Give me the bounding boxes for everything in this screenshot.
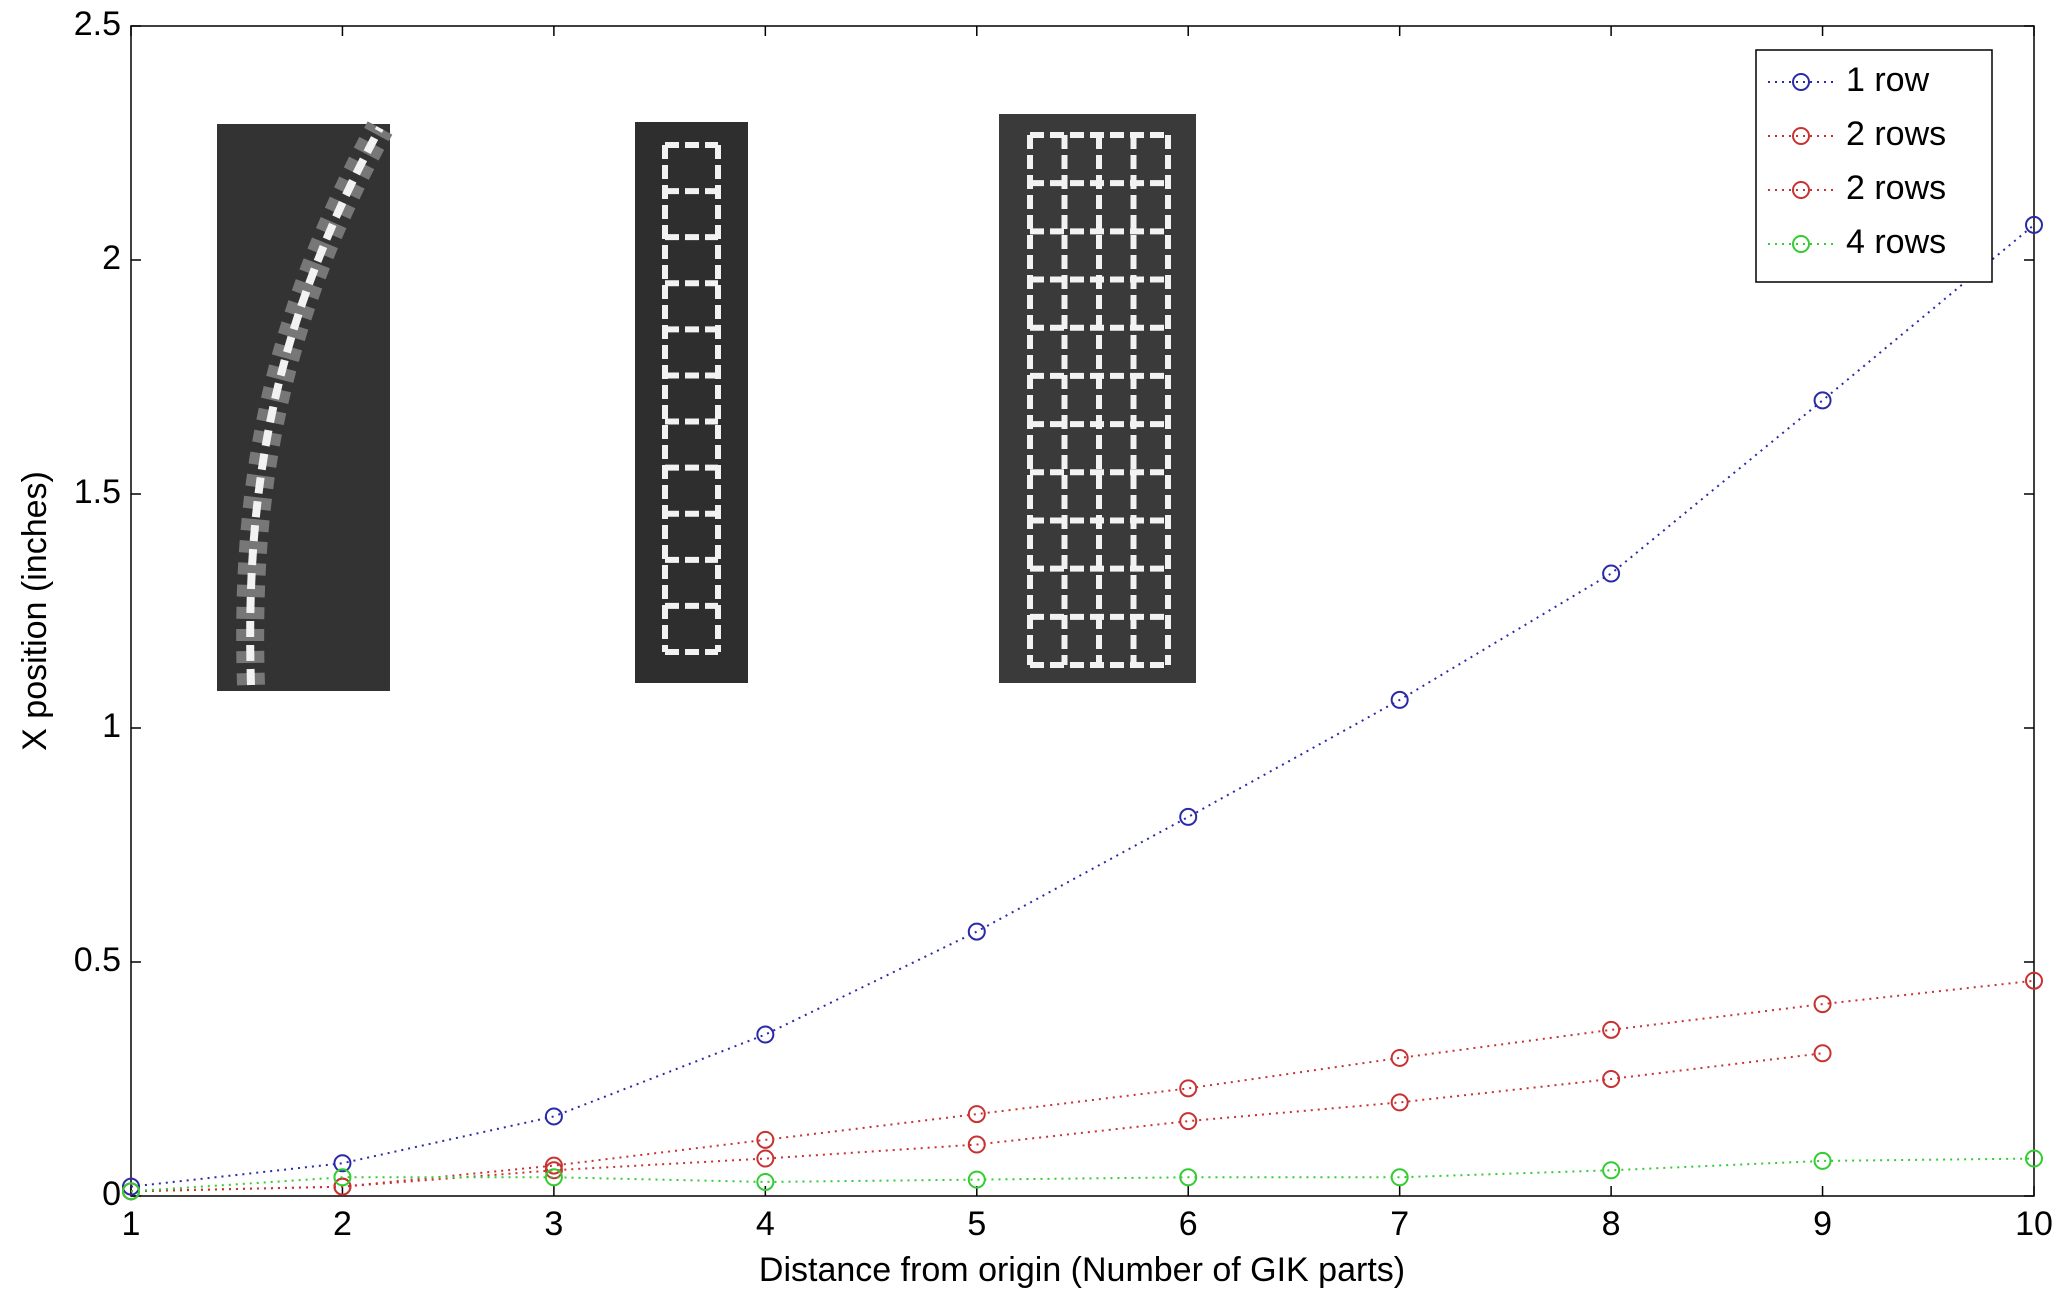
data-point — [1179, 1079, 1198, 1098]
data-point — [1390, 1093, 1409, 1112]
x-tick-label: 9 — [1813, 1205, 1832, 1243]
x-tick-label: 4 — [756, 1205, 775, 1243]
inset-pattern — [246, 126, 384, 686]
data-point — [1602, 1070, 1621, 1088]
legend-swatch — [1792, 73, 1810, 91]
data-point — [967, 1105, 986, 1124]
data-point — [1813, 391, 1832, 410]
data-point — [2025, 1149, 2043, 1168]
x-axis-label: Distance from origin (Number of GIK part… — [759, 1251, 1405, 1289]
data-point — [967, 1135, 986, 1154]
data-point — [1179, 1112, 1198, 1131]
y-tick-label: 1 — [102, 707, 121, 745]
x-tick-label: 3 — [544, 1205, 563, 1243]
series-line — [130, 979, 2035, 1193]
data-point — [1390, 1168, 1409, 1187]
data-point — [122, 1182, 140, 1201]
inset-photo — [635, 122, 748, 683]
data-point — [756, 1130, 775, 1149]
series-line — [130, 1052, 1823, 1193]
y-axis-label: X position (inches) — [16, 471, 54, 751]
data-point — [756, 1172, 775, 1191]
legend-label: 2 rows — [1846, 169, 1946, 207]
data-point — [1602, 564, 1621, 583]
x-tick-label: 2 — [333, 1205, 352, 1243]
data-point — [756, 1149, 775, 1168]
legend-label: 1 row — [1846, 61, 1930, 99]
data-point — [756, 1025, 775, 1044]
data-point — [1179, 1168, 1198, 1187]
x-tick-label: 5 — [967, 1205, 986, 1243]
inset-photos — [217, 114, 1196, 691]
y-tick-label: 2 — [102, 239, 121, 277]
x-tick-label: 1 — [122, 1205, 141, 1243]
series-line — [130, 1157, 2035, 1193]
data-point — [2025, 215, 2043, 234]
legend-swatch — [1792, 235, 1810, 253]
data-point — [1602, 1161, 1621, 1180]
data-point — [1390, 1048, 1409, 1067]
data-point — [967, 922, 986, 941]
y-tick-label: 0 — [102, 1175, 121, 1213]
legend-label: 4 rows — [1846, 223, 1946, 261]
y-tick-label: 1.5 — [74, 473, 121, 511]
data-point — [122, 1177, 140, 1196]
data-point — [1813, 995, 1832, 1014]
y-tick-label: 0.5 — [74, 941, 121, 979]
data-point — [333, 1154, 352, 1173]
legend-label: 2 rows — [1846, 115, 1946, 153]
data-point — [1813, 1044, 1832, 1063]
x-tick-label: 6 — [1179, 1205, 1198, 1243]
inset-photo — [217, 124, 390, 691]
x-tick-label: 7 — [1390, 1205, 1409, 1243]
data-point — [544, 1161, 563, 1180]
y-tick-label: 2.5 — [74, 5, 121, 43]
data-point — [2025, 971, 2043, 990]
legend-swatch — [1792, 181, 1810, 199]
x-tick-label: 10 — [2015, 1205, 2053, 1243]
x-tick-label: 8 — [1602, 1205, 1621, 1243]
data-point — [333, 1168, 352, 1187]
plot-frame — [130, 25, 2035, 1197]
data-point — [1179, 807, 1198, 826]
data-point — [1390, 690, 1409, 709]
data-point — [544, 1107, 563, 1126]
data-point — [544, 1156, 563, 1175]
data-point — [544, 1168, 563, 1187]
data-point — [1602, 1020, 1621, 1039]
data-point — [333, 1177, 352, 1196]
data-point — [967, 1170, 986, 1189]
data-point — [1813, 1151, 1832, 1170]
legend-swatch — [1792, 127, 1810, 145]
